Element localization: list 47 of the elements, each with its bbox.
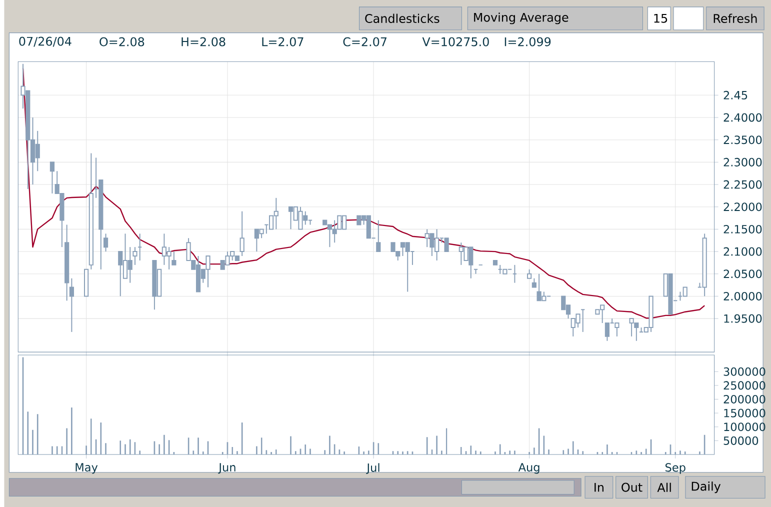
text: O=2.08 xyxy=(100,37,144,46)
y-tick-label: 2.3500 xyxy=(724,135,762,144)
y-tick-label: 2.2500 xyxy=(724,180,762,189)
y-tick-label: 200000 xyxy=(724,394,766,404)
x-tick-label: Jul xyxy=(366,463,380,474)
candlestick xyxy=(172,250,176,266)
candlestick xyxy=(444,238,449,252)
text: 07/26/04 xyxy=(19,36,72,47)
y-tick-label: 150000 xyxy=(724,408,766,418)
text: V=10275.0 xyxy=(422,37,489,46)
y-tick-label: 2.0500 xyxy=(724,270,762,278)
y-tick-label: 2.3000 xyxy=(724,158,762,166)
x-tick-label: Jun xyxy=(218,463,236,474)
candlestick xyxy=(50,162,55,194)
text: 15 xyxy=(654,14,668,23)
text: In xyxy=(594,482,604,492)
text: Out xyxy=(622,482,642,492)
text: H=2.08 xyxy=(182,37,226,46)
candlestick xyxy=(614,322,620,337)
candlestick xyxy=(132,246,138,266)
text: L=2.07 xyxy=(262,37,304,46)
text: I=2.099 xyxy=(504,37,551,46)
text: Candlesticks xyxy=(365,14,440,23)
y-tick-label: 250000 xyxy=(724,381,766,390)
text: C=2.07 xyxy=(343,37,387,46)
y-tick-label: 2.2000 xyxy=(724,202,762,212)
candlestick xyxy=(240,210,244,256)
candlestick xyxy=(103,233,108,252)
text: All xyxy=(657,482,671,492)
text: Moving Average xyxy=(474,12,568,24)
x-tick-label: Sep xyxy=(665,463,686,474)
x-tick-label: May xyxy=(76,463,98,474)
y-tick-label: 1.9500 xyxy=(724,314,762,323)
x-tick-label: Aug xyxy=(518,463,540,474)
y-tick-label: 2.45 xyxy=(724,90,748,100)
candlestick xyxy=(69,278,74,332)
text: Refresh xyxy=(714,14,757,23)
y-tick-label: 100000 xyxy=(724,422,766,432)
y-tick-label: 2.4000 xyxy=(724,113,762,122)
y-tick-label: 2.1500 xyxy=(724,224,762,234)
y-tick-label: 50000 xyxy=(724,436,758,445)
y-tick-label: 2.1000 xyxy=(724,247,762,256)
y-tick-label: 2.0000 xyxy=(724,292,762,300)
y-tick-label: 300000 xyxy=(724,367,766,376)
candlestick xyxy=(604,322,610,342)
candlestick xyxy=(376,220,381,252)
text: Daily xyxy=(692,481,721,493)
